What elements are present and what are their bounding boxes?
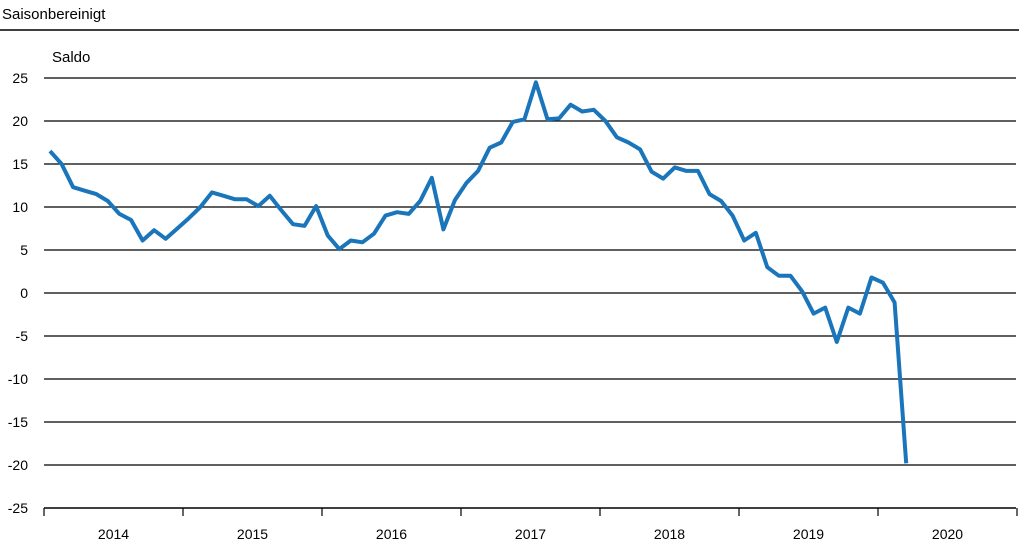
x-axis: 2014 2015 2016 2017 2018 2019 2020 <box>43 508 1018 542</box>
chart-subtitle: Saisonbereinigt <box>2 6 106 23</box>
x-tick-label: 2014 <box>98 526 129 542</box>
y-tick-label: -25 <box>8 500 28 516</box>
y-tick-label: 10 <box>12 199 28 215</box>
x-tick-label: 2020 <box>932 526 963 542</box>
x-tick-label: 2016 <box>376 526 407 542</box>
series-layer <box>48 80 909 464</box>
y-tick-label: -10 <box>8 371 28 387</box>
y-tick-label: 0 <box>20 285 28 301</box>
y-gridlines <box>44 77 1016 509</box>
y-tick-label: -5 <box>16 328 29 344</box>
series-line <box>48 80 909 464</box>
x-tick-label: 2018 <box>654 526 685 542</box>
y-axis-label: Saldo <box>52 49 90 66</box>
y-tick-label: 15 <box>12 156 28 172</box>
y-tick-labels: 25 20 15 10 5 0 -5 -10 -15 -20 -25 <box>8 70 28 516</box>
y-tick-label: -15 <box>8 414 28 430</box>
y-tick-label: -20 <box>8 457 28 473</box>
x-tick-label: 2015 <box>237 526 268 542</box>
y-tick-label: 5 <box>20 242 28 258</box>
y-tick-label: 25 <box>12 70 28 86</box>
y-tick-label: 20 <box>12 113 28 129</box>
chart-header: Saisonbereinigt <box>0 6 1019 31</box>
x-tick-label: 2019 <box>793 526 824 542</box>
x-tick-label: 2017 <box>515 526 546 542</box>
